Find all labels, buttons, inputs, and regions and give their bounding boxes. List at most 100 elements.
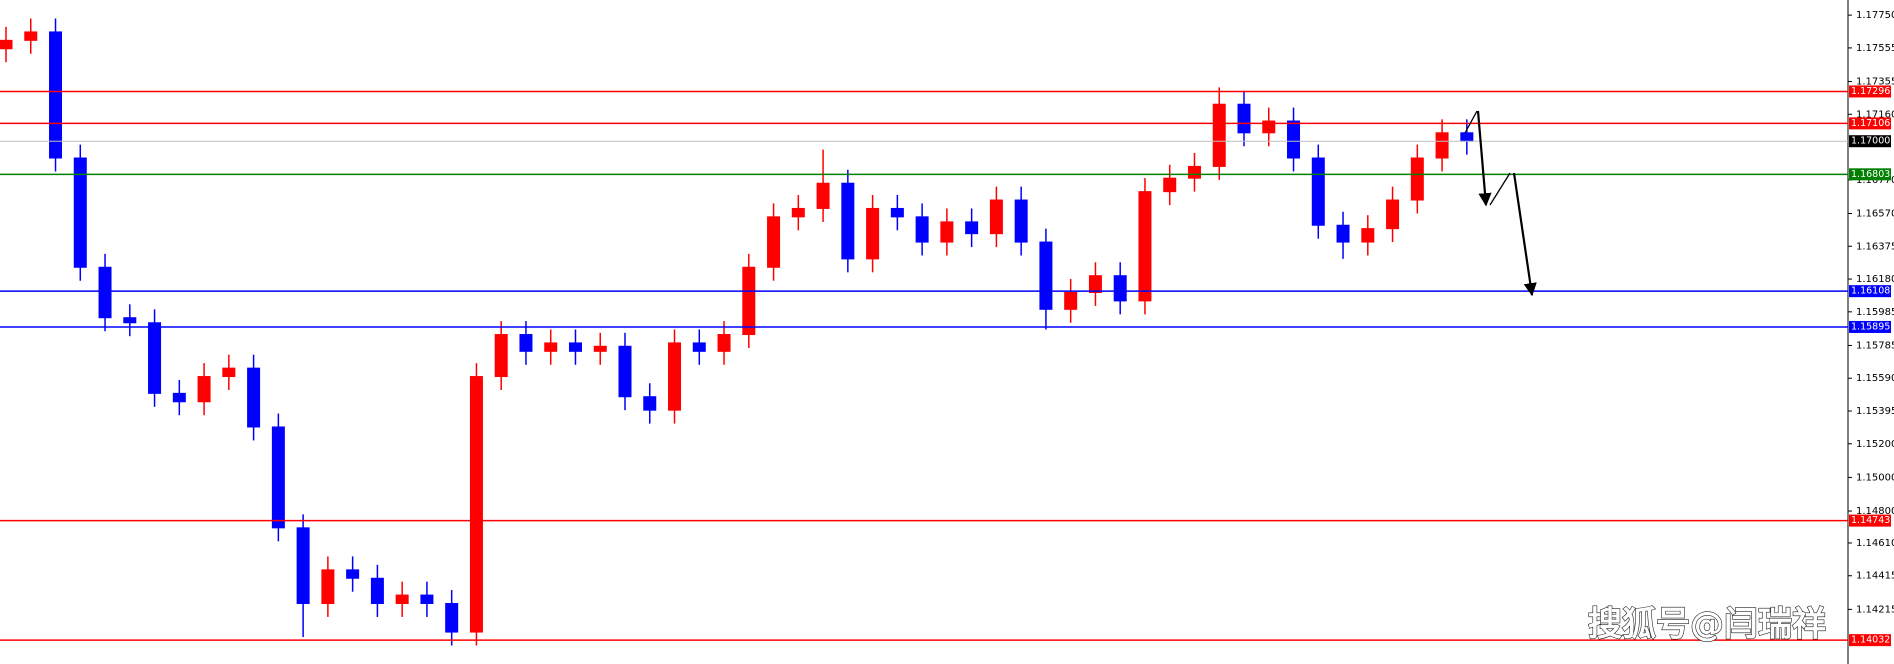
candle-body xyxy=(1361,228,1375,243)
candle-body xyxy=(1386,199,1400,230)
level-label: 1.17296 xyxy=(1851,86,1890,97)
level-label: 1.14032 xyxy=(1851,635,1890,646)
candle-body xyxy=(420,594,434,604)
candle-body xyxy=(271,426,285,529)
candle-body xyxy=(197,376,211,403)
candle-body xyxy=(692,342,706,352)
candle-body xyxy=(346,569,360,579)
candle-body xyxy=(1287,120,1301,159)
level-label: 1.15895 xyxy=(1851,321,1890,332)
candle-body xyxy=(247,367,261,428)
candle-body xyxy=(717,334,731,352)
candle-body xyxy=(1088,275,1102,293)
level-label: 1.17000 xyxy=(1851,136,1890,147)
candle-body xyxy=(1212,103,1226,167)
candle-body xyxy=(890,207,904,218)
candle-body xyxy=(1014,199,1028,243)
y-tick-label: 1.16770 xyxy=(1856,175,1894,186)
y-tick-label: 1.16375 xyxy=(1856,241,1894,252)
candle-body xyxy=(321,569,335,604)
candle-body xyxy=(791,207,805,218)
candle-body xyxy=(123,317,137,324)
candle-body xyxy=(816,182,830,209)
candle-body xyxy=(49,31,63,159)
y-tick-label: 1.15200 xyxy=(1856,439,1894,450)
candle-body xyxy=(668,342,682,411)
candle-body xyxy=(1113,275,1127,302)
level-label-bg xyxy=(1849,320,1891,333)
candle-body xyxy=(866,207,880,260)
candle-body xyxy=(915,216,929,243)
candle-body xyxy=(445,602,459,633)
arrow-down xyxy=(1512,172,1537,297)
arrow-down xyxy=(1476,110,1492,207)
candle-body xyxy=(1237,103,1251,134)
candle-body xyxy=(519,334,533,352)
candle-body xyxy=(965,221,979,235)
candle-body xyxy=(1262,120,1276,134)
candle-body xyxy=(0,39,13,50)
candle-body xyxy=(172,392,186,403)
level-label-bg xyxy=(1849,117,1891,130)
plot-area xyxy=(0,0,1848,664)
y-tick-label: 1.14415 xyxy=(1856,571,1894,582)
candle-body xyxy=(1138,191,1152,302)
watermark: 搜狐号@闫瑞祥 xyxy=(1588,605,1826,645)
y-tick-label: 1.17750 xyxy=(1856,10,1894,21)
candle-body xyxy=(618,345,632,398)
level-label-bg xyxy=(1849,168,1891,181)
y-tick-label: 1.17355 xyxy=(1856,77,1894,88)
y-tick-label: 1.16180 xyxy=(1856,274,1894,285)
candle-body xyxy=(568,342,582,352)
candle-body xyxy=(296,527,310,604)
y-tick-label: 1.15000 xyxy=(1856,472,1894,483)
candle-body xyxy=(989,199,1003,235)
candle-body xyxy=(1163,177,1177,193)
y-tick-label: 1.14800 xyxy=(1856,506,1894,517)
y-tick-label: 1.16570 xyxy=(1856,208,1894,219)
candle-body xyxy=(370,577,384,604)
candle-body xyxy=(1064,291,1078,310)
level-label: 1.17106 xyxy=(1851,118,1890,129)
candle-body xyxy=(841,182,855,260)
y-tick-label: 1.15395 xyxy=(1856,406,1894,417)
candle-body xyxy=(98,266,112,319)
y-tick-label: 1.14215 xyxy=(1856,604,1894,615)
candle-body xyxy=(1410,157,1424,201)
candle-body xyxy=(1311,157,1325,226)
y-tick-label: 1.15590 xyxy=(1856,373,1894,384)
forecast-arrows xyxy=(1464,110,1537,297)
candle-body xyxy=(73,157,87,268)
level-label-bg xyxy=(1849,285,1891,298)
level-label-bg xyxy=(1849,634,1891,647)
level-label: 1.14743 xyxy=(1851,515,1890,526)
candle-body xyxy=(767,216,781,268)
level-label: 1.16108 xyxy=(1851,286,1890,297)
candle-body xyxy=(1460,132,1474,142)
y-tick-label: 1.15985 xyxy=(1856,307,1894,318)
candle-body xyxy=(1336,224,1350,243)
candle-body xyxy=(1039,241,1053,310)
level-label-bg xyxy=(1849,85,1891,98)
candle-body xyxy=(544,342,558,352)
level-label-bg xyxy=(1849,135,1891,148)
candle-body xyxy=(593,345,607,352)
candle-body xyxy=(469,376,483,633)
candle-body xyxy=(395,594,409,604)
candle-body xyxy=(940,221,954,243)
level-label-bg xyxy=(1849,514,1891,527)
candle-body xyxy=(148,322,162,394)
candle-body xyxy=(1187,165,1201,179)
candle-body xyxy=(643,396,657,411)
candle-body xyxy=(24,31,38,41)
y-tick-label: 1.15785 xyxy=(1856,340,1894,351)
y-tick-label: 1.17160 xyxy=(1856,109,1894,120)
y-tick-label: 1.17555 xyxy=(1856,43,1894,54)
candle-body xyxy=(494,334,508,378)
arrow-up xyxy=(1464,110,1478,134)
level-label: 1.16803 xyxy=(1851,169,1890,180)
candle-body xyxy=(222,367,236,378)
candle-body xyxy=(742,266,756,336)
candle-body xyxy=(1435,132,1449,159)
